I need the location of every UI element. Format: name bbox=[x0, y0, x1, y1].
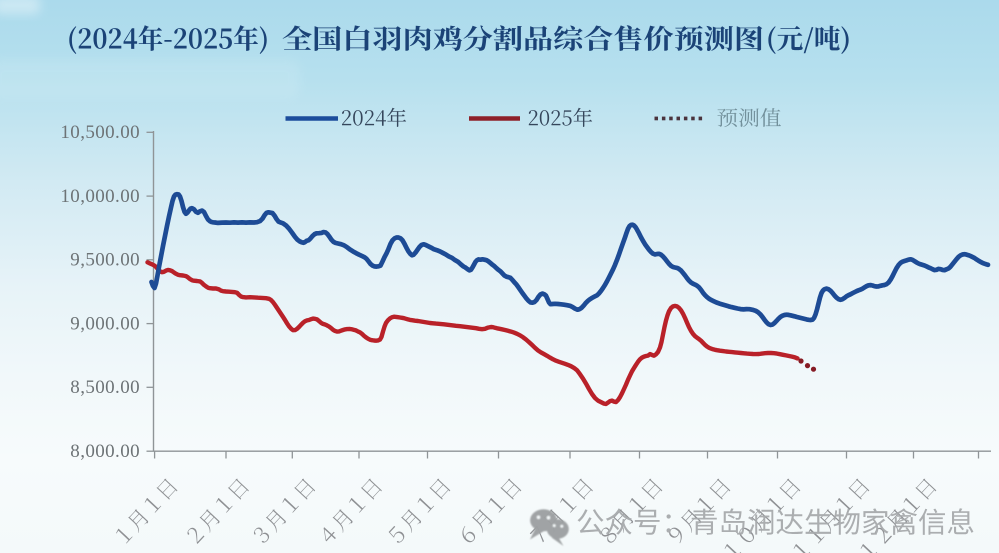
svg-text:9,000.00: 9,000.00 bbox=[70, 313, 140, 334]
svg-text:8,000.00: 8,000.00 bbox=[70, 441, 140, 462]
svg-text:10,000.00: 10,000.00 bbox=[60, 186, 140, 207]
svg-text:8,500.00: 8,500.00 bbox=[70, 377, 140, 398]
svg-text:9,500.00: 9,500.00 bbox=[70, 250, 140, 271]
svg-text:10,500.00: 10,500.00 bbox=[60, 122, 140, 143]
